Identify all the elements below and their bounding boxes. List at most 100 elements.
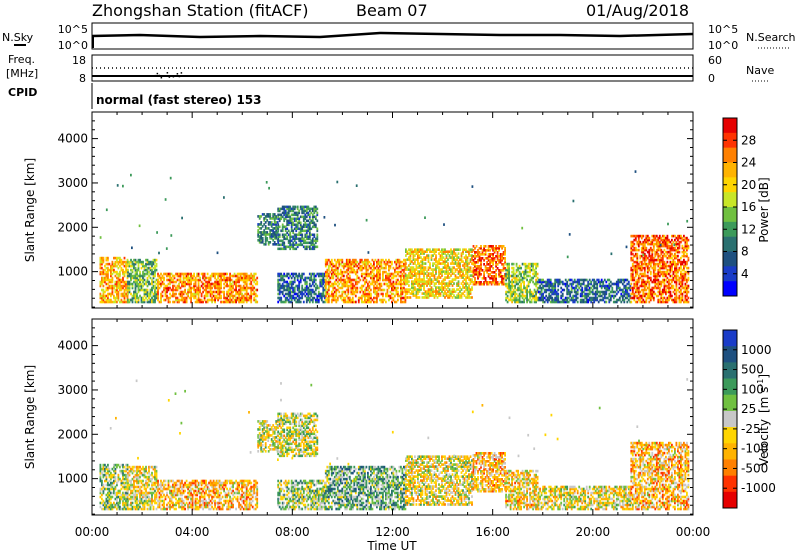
- range-cell: [609, 280, 612, 284]
- range-cell: [552, 290, 555, 294]
- range-cell: [545, 280, 548, 284]
- range-cell: [365, 258, 368, 262]
- range-cell: [134, 298, 137, 302]
- range-cell: [307, 207, 310, 211]
- range-cell: [615, 286, 618, 290]
- range-cell: [286, 296, 289, 300]
- range-cell: [163, 286, 165, 290]
- range-cell: [465, 272, 467, 275]
- range-cell: [374, 288, 377, 292]
- range-cell: [191, 274, 194, 278]
- range-cell: [487, 267, 490, 270]
- range-cell: [631, 242, 634, 246]
- range-cell: [215, 272, 218, 276]
- range-cell: [569, 282, 572, 286]
- range-cell: [365, 286, 368, 290]
- range-cell: [430, 258, 433, 261]
- range-cell: [371, 276, 374, 280]
- range-cell: [634, 268, 637, 272]
- range-cell: [658, 292, 661, 296]
- range-cell: [200, 294, 203, 298]
- range-cell: [535, 298, 537, 302]
- range-cell: [354, 262, 357, 266]
- range-cell: [539, 284, 541, 288]
- range-cell: [235, 280, 237, 284]
- range-cell: [411, 276, 413, 279]
- range-cell: [415, 294, 418, 297]
- range-cell: [107, 294, 109, 298]
- range-cell: [146, 298, 149, 302]
- range-cell: [477, 255, 479, 258]
- range-cell: [196, 274, 198, 278]
- range-cell: [299, 221, 302, 225]
- range-cell: [509, 292, 512, 296]
- range-cell: [114, 274, 117, 278]
- range-cell: [223, 276, 225, 280]
- range-cell: [532, 264, 534, 268]
- range-cell: [401, 272, 404, 276]
- range-cell: [487, 263, 490, 266]
- range-cell: [649, 292, 652, 296]
- range-cell: [666, 236, 669, 240]
- range-cell: [330, 272, 333, 276]
- range-cell: [642, 258, 645, 262]
- range-cell: [350, 284, 353, 288]
- range-cell: [110, 298, 112, 302]
- range-cell: [364, 298, 366, 302]
- range-cell: [454, 262, 457, 265]
- range-cell: [292, 235, 295, 239]
- range-cell: [202, 286, 204, 290]
- range-cell: [397, 272, 399, 276]
- range-cell: [397, 286, 399, 290]
- range-cell: [152, 262, 155, 266]
- range-cell: [661, 238, 664, 242]
- range-cell: [570, 284, 573, 288]
- range-cell: [389, 274, 392, 278]
- range-cell: [154, 268, 156, 272]
- range-cell: [591, 290, 594, 294]
- range-cell: [111, 272, 114, 276]
- range-cell: [608, 282, 611, 286]
- range-cell: [441, 280, 443, 283]
- range-cell: [642, 248, 645, 252]
- range-cell: [314, 288, 317, 292]
- range-cell: [273, 233, 276, 236]
- range-cell: [143, 292, 146, 296]
- range-cell: [404, 258, 407, 262]
- range-cell: [143, 272, 146, 276]
- range-cell: [633, 278, 636, 282]
- range-cell: [107, 258, 109, 262]
- range-cell: [414, 250, 416, 253]
- range-cell: [311, 219, 314, 223]
- range-cell: [202, 272, 204, 276]
- range-cell: [655, 276, 658, 280]
- range-cell: [655, 262, 658, 266]
- range-cell: [517, 268, 519, 272]
- range-cell: [289, 239, 292, 243]
- range-cell: [345, 268, 348, 272]
- range-cell: [184, 282, 186, 286]
- range-cell: [348, 266, 351, 270]
- range-cell: [215, 284, 218, 288]
- range-cell: [474, 261, 476, 264]
- nave-dip-point: [178, 75, 181, 78]
- range-cell: [447, 286, 449, 289]
- range-cell: [99, 256, 102, 260]
- range-cell: [648, 236, 651, 240]
- range-cell: [447, 276, 449, 279]
- range-cell: [551, 300, 554, 304]
- range-cell: [475, 245, 478, 248]
- range-cell: [445, 292, 448, 295]
- range-cell: [327, 286, 330, 290]
- range-cell: [460, 258, 463, 261]
- range-cell: [518, 280, 521, 284]
- range-cell: [665, 266, 667, 270]
- range-cell: [448, 282, 451, 285]
- range-cell: [626, 294, 629, 298]
- range-cell: [411, 282, 413, 285]
- range-cell: [634, 266, 637, 270]
- range-cell: [654, 252, 657, 256]
- range-cell: [277, 229, 280, 233]
- range-cell: [313, 272, 316, 276]
- range-cell: [557, 298, 560, 302]
